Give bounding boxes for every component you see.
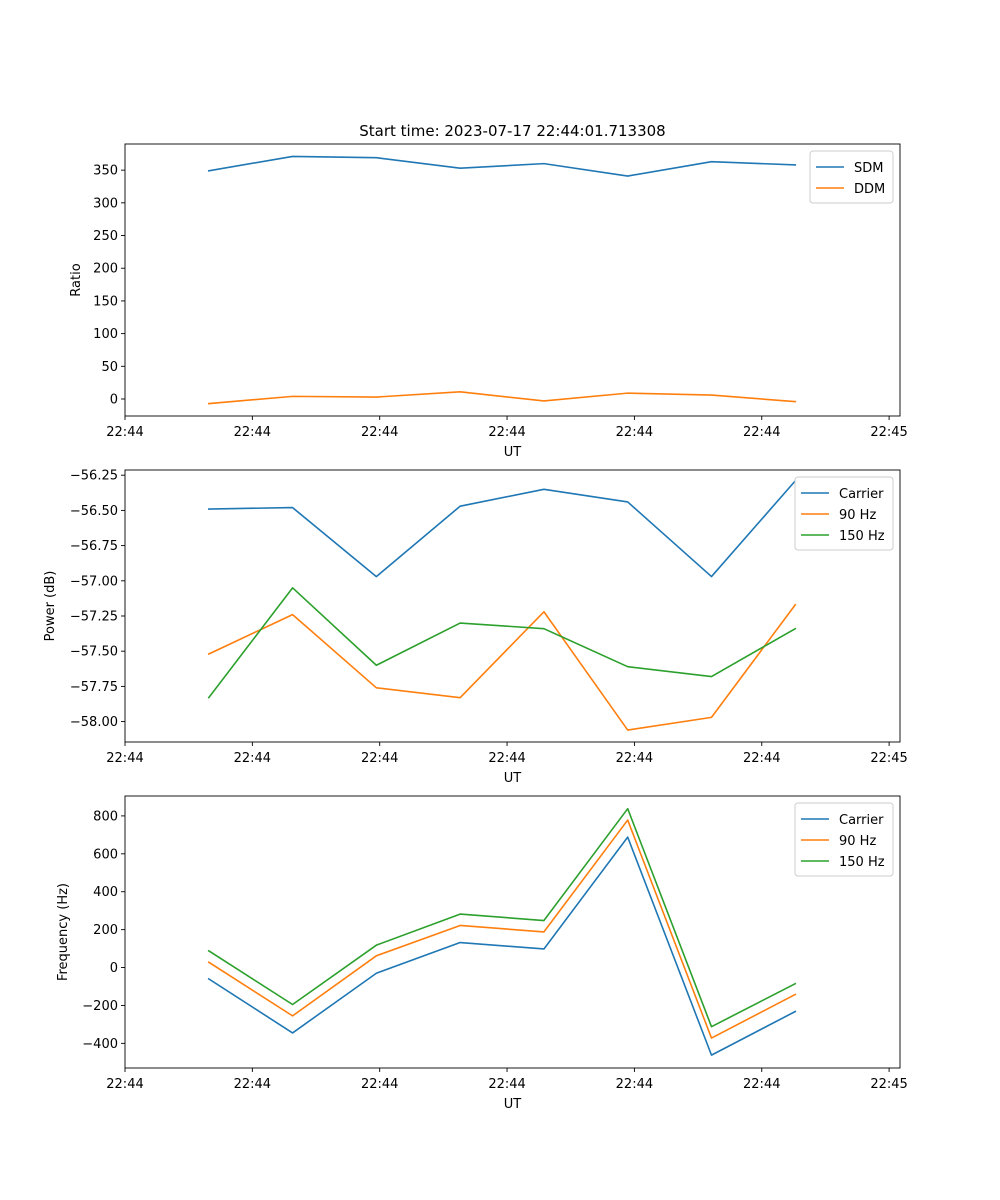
power-y-axis-label: Power (dB)	[43, 571, 58, 642]
frequency-axes-frame	[124, 795, 901, 1069]
power-legend-label-150-hz: 150 Hz	[839, 529, 885, 544]
ratio-y-tick-label: 250	[93, 229, 118, 244]
power-legend-label-90-hz: 90 Hz	[839, 508, 876, 523]
power-x-tick-label: 22:44	[743, 751, 780, 766]
frequency-y-tick-label: 600	[93, 847, 118, 862]
power-y-tick-label: −57.50	[70, 645, 118, 660]
power-x-tick-label: 22:44	[234, 751, 271, 766]
ratio-series-sdm-line	[207, 155, 797, 177]
frequency-legend: Carrier 90 Hz 150 Hz	[794, 802, 894, 877]
power-y-tick-label: −57.75	[70, 680, 118, 695]
power-series-90-hz-line	[207, 603, 797, 731]
power-legend: Carrier 90 Hz 150 Hz	[794, 476, 894, 551]
frequency-y-tick-label: 200	[93, 923, 118, 938]
power-series-carrier-line	[207, 479, 797, 578]
frequency-x-tick-label: 22:44	[488, 1077, 525, 1092]
ratio-y-tick-label: 200	[93, 262, 118, 277]
frequency-y-tick-label: 800	[93, 809, 118, 824]
frequency-y-tick-label: −200	[82, 999, 118, 1014]
frequency-legend-label-carrier: Carrier	[839, 813, 884, 828]
figure-title: Start time: 2023-07-17 22:44:01.713308	[359, 122, 665, 140]
power-x-tick-label: 22:45	[870, 751, 907, 766]
ratio-y-tick-label: 50	[101, 360, 118, 375]
frequency-panel: −400 −200 0 200 400 600 800 22:44 22:44 22:44 22:4…	[56, 795, 908, 1112]
power-y-tick-label: −56.50	[70, 504, 118, 519]
ratio-x-tick-label: 22:44	[743, 425, 780, 440]
ratio-x-tick-label: 22:44	[616, 425, 653, 440]
power-legend-box	[794, 476, 894, 551]
power-axes-frame	[124, 469, 901, 743]
power-x-tick-label: 22:44	[106, 751, 143, 766]
power-legend-label-carrier: Carrier	[839, 487, 884, 502]
frequency-x-tick-label: 22:44	[743, 1077, 780, 1092]
power-x-tick-label: 22:44	[488, 751, 525, 766]
ratio-y-tick-label: 350	[93, 164, 118, 179]
ratio-y-tick-label: 100	[93, 327, 118, 342]
power-series-150-hz-line	[207, 587, 797, 699]
ratio-y-axis-label: Ratio	[69, 263, 84, 296]
frequency-series-carrier-line	[207, 836, 797, 1056]
ratio-y-tick-label: 150	[93, 294, 118, 309]
frequency-y-axis-label: Frequency (Hz)	[56, 883, 71, 981]
ratio-legend: SDM DDM	[809, 150, 894, 204]
power-x-axis-label: UT	[504, 771, 522, 786]
frequency-series-90-hz-line	[207, 819, 797, 1039]
ratio-x-tick-label: 22:44	[234, 425, 271, 440]
ratio-x-axis-label: UT	[504, 445, 522, 460]
frequency-x-tick-label: 22:45	[870, 1077, 907, 1092]
ratio-x-tick-label: 22:44	[106, 425, 143, 440]
ratio-y-tick-label: 0	[110, 393, 118, 408]
frequency-legend-label-150-hz: 150 Hz	[839, 855, 885, 870]
ratio-x-tick-label: 22:44	[361, 425, 398, 440]
ratio-legend-box	[809, 150, 894, 204]
ratio-x-tick-label: 22:44	[488, 425, 525, 440]
frequency-x-tick-label: 22:44	[106, 1077, 143, 1092]
power-panel: −58.00 −57.75 −57.50 −57.25 −57.00 −56.75 −56.…	[43, 469, 908, 786]
ratio-series-ddm-line	[207, 391, 797, 405]
ratio-axes-frame	[124, 143, 901, 417]
power-y-tick-label: −56.25	[70, 469, 118, 484]
ratio-x-tick-label: 22:45	[870, 425, 907, 440]
frequency-legend-label-90-hz: 90 Hz	[839, 834, 876, 849]
ratio-panel: 0 50 100 150 200 250 300 350 22:44 22:44 22:44 22:4…	[69, 143, 908, 460]
ratio-y-tick-label: 300	[93, 196, 118, 211]
power-y-tick-label: −57.25	[70, 609, 118, 624]
frequency-x-tick-label: 22:44	[616, 1077, 653, 1092]
frequency-series-150-hz-line	[207, 807, 797, 1028]
power-y-tick-label: −56.75	[70, 539, 118, 554]
frequency-x-tick-label: 22:44	[234, 1077, 271, 1092]
ratio-legend-label-ddm: DDM	[854, 182, 885, 197]
frequency-legend-box	[794, 802, 894, 877]
power-x-tick-label: 22:44	[361, 751, 398, 766]
frequency-y-tick-label: 400	[93, 885, 118, 900]
frequency-x-tick-label: 22:44	[361, 1077, 398, 1092]
chart-panels: 0 50 100 150 200 250 300 350 22:44 22:44 22:44 22:4…	[43, 143, 908, 1112]
frequency-y-tick-label: −400	[82, 1037, 118, 1052]
frequency-x-axis-label: UT	[504, 1097, 522, 1112]
ratio-legend-label-sdm: SDM	[854, 161, 883, 176]
power-y-tick-label: −58.00	[70, 715, 118, 730]
power-x-tick-label: 22:44	[616, 751, 653, 766]
frequency-y-tick-label: 0	[110, 961, 118, 976]
power-y-tick-label: −57.00	[70, 574, 118, 589]
